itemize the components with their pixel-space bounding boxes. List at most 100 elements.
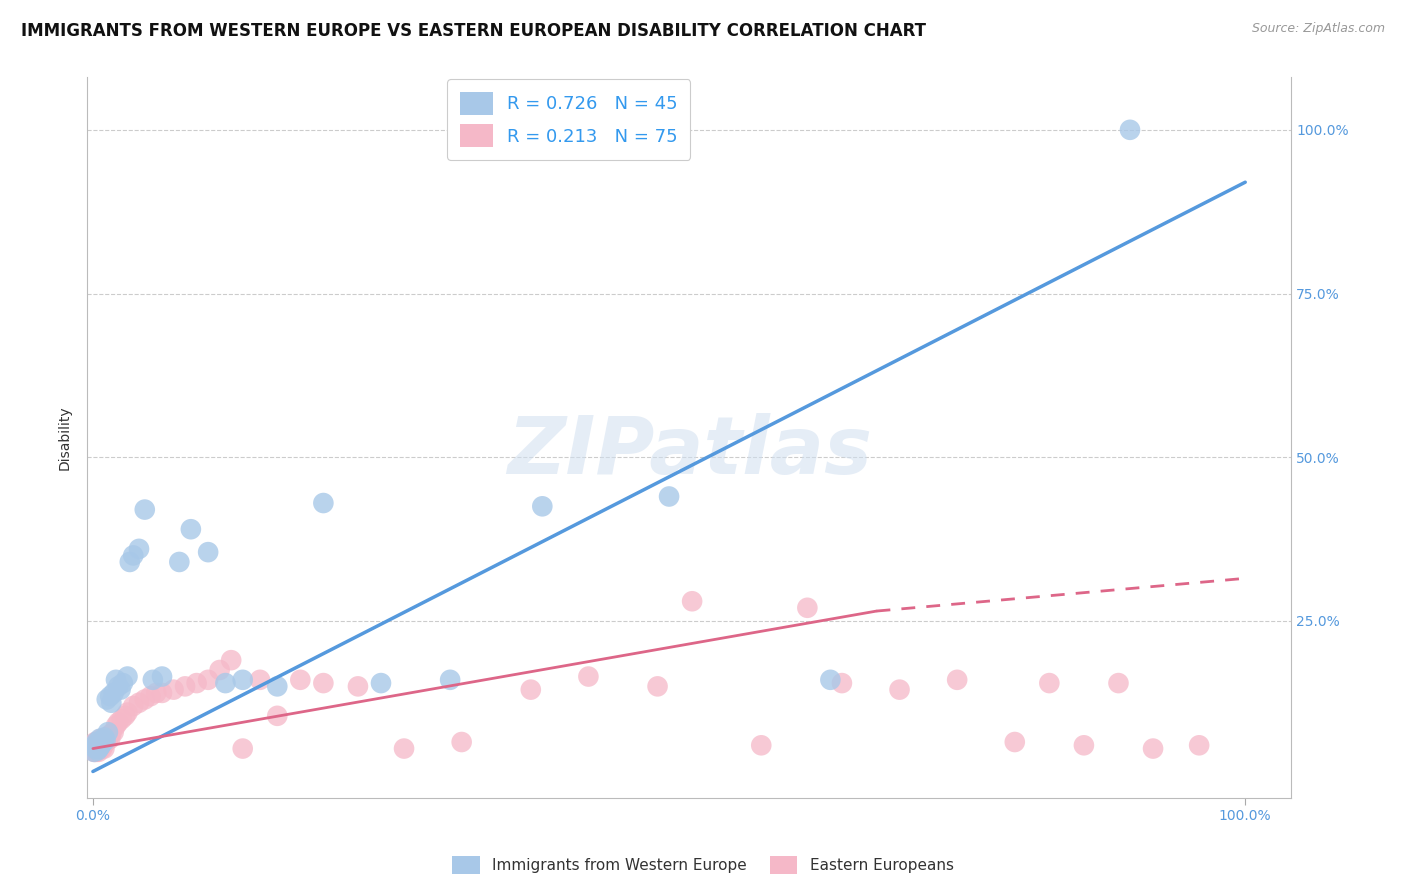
Point: [100, 696, 122, 710]
Point: [796, 600, 818, 615]
Point: [86, 735, 108, 749]
Point: [91, 731, 114, 746]
Point: [266, 708, 288, 723]
Point: [531, 500, 554, 514]
Point: [96, 692, 118, 706]
Point: [520, 682, 543, 697]
Point: [1188, 739, 1211, 753]
Point: [122, 698, 145, 713]
Point: [94, 735, 117, 749]
Point: [219, 653, 242, 667]
Point: [91, 741, 114, 756]
Legend: R = 0.726   N = 45, R = 0.213   N = 75: R = 0.726 N = 45, R = 0.213 N = 75: [447, 79, 690, 160]
Point: [111, 676, 134, 690]
Point: [98, 689, 121, 703]
Point: [84, 739, 107, 753]
Point: [249, 673, 271, 687]
Point: [347, 679, 370, 693]
Point: [197, 545, 219, 559]
Point: [91, 739, 114, 753]
Point: [86, 743, 108, 757]
Point: [128, 541, 150, 556]
Point: [134, 502, 156, 516]
Point: [104, 673, 127, 687]
Point: [86, 739, 108, 753]
Point: [83, 741, 105, 756]
Point: [312, 676, 335, 690]
Point: [820, 673, 842, 687]
Point: [93, 731, 115, 745]
Point: [98, 729, 121, 743]
Point: [91, 735, 114, 749]
Text: ZIPatlas: ZIPatlas: [506, 413, 872, 491]
Point: [104, 719, 127, 733]
Point: [214, 676, 236, 690]
Point: [150, 686, 173, 700]
Point: [1108, 676, 1130, 690]
Point: [162, 682, 184, 697]
Point: [84, 735, 107, 749]
Point: [86, 735, 108, 749]
Point: [749, 739, 772, 753]
Point: [290, 673, 312, 687]
Point: [114, 708, 136, 723]
Point: [87, 736, 110, 750]
Point: [87, 736, 110, 750]
Point: [97, 733, 120, 747]
Point: [139, 689, 162, 703]
Point: [94, 733, 117, 747]
Y-axis label: Disability: Disability: [58, 405, 72, 470]
Point: [89, 731, 111, 746]
Point: [103, 725, 125, 739]
Point: [86, 741, 108, 756]
Legend: Immigrants from Western Europe, Eastern Europeans: Immigrants from Western Europe, Eastern …: [446, 850, 960, 880]
Point: [86, 741, 108, 756]
Point: [169, 555, 191, 569]
Point: [1073, 739, 1095, 753]
Point: [145, 686, 167, 700]
Point: [90, 739, 112, 753]
Point: [647, 679, 669, 693]
Point: [86, 739, 108, 753]
Point: [107, 679, 129, 693]
Point: [91, 733, 114, 747]
Point: [197, 673, 219, 687]
Text: Source: ZipAtlas.com: Source: ZipAtlas.com: [1251, 22, 1385, 36]
Point: [89, 741, 111, 756]
Point: [450, 735, 472, 749]
Point: [889, 682, 911, 697]
Point: [86, 739, 108, 754]
Point: [232, 741, 254, 756]
Point: [93, 733, 115, 747]
Point: [86, 745, 108, 759]
Point: [100, 726, 122, 740]
Point: [1004, 735, 1026, 749]
Point: [89, 740, 111, 755]
Point: [266, 679, 288, 693]
Point: [89, 735, 111, 749]
Point: [439, 673, 461, 687]
Point: [578, 669, 600, 683]
Point: [117, 669, 139, 683]
Point: [658, 490, 681, 504]
Point: [93, 741, 115, 756]
Point: [103, 686, 125, 700]
Point: [87, 741, 110, 756]
Point: [84, 741, 107, 756]
Point: [111, 712, 134, 726]
Point: [97, 725, 120, 739]
Point: [142, 673, 165, 687]
Point: [134, 692, 156, 706]
Point: [232, 673, 254, 687]
Point: [84, 739, 107, 753]
Point: [98, 731, 121, 746]
Point: [831, 676, 853, 690]
Point: [84, 741, 107, 756]
Point: [1119, 123, 1142, 137]
Point: [118, 555, 141, 569]
Point: [370, 676, 392, 690]
Point: [392, 741, 415, 756]
Point: [946, 673, 969, 687]
Point: [83, 739, 105, 753]
Point: [87, 741, 110, 756]
